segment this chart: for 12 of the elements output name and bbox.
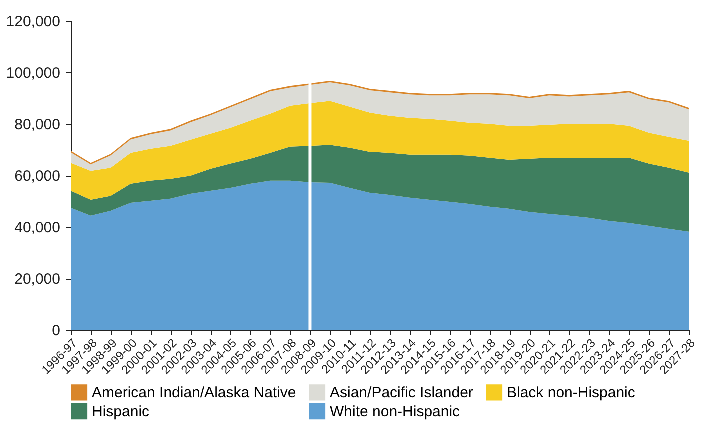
legend-label: White non-Hispanic [330, 404, 461, 420]
y-tick-label: 120,000 [6, 14, 60, 30]
y-tick-label: 60,000 [14, 168, 60, 185]
y-tick-label: 80,000 [14, 116, 60, 134]
y-tick-label: 100,000 [6, 65, 60, 82]
legend-label: Hispanic [92, 404, 150, 420]
y-tick-label: 20,000 [14, 271, 60, 288]
y-tick-label: 0 [52, 322, 60, 340]
legend-label: Black non-Hispanic [507, 384, 636, 402]
legend-label: Asian/Pacific Islander [330, 384, 474, 402]
y-tick-label: 40,000 [14, 220, 60, 236]
legend-label: American Indian/Alaska Native [92, 384, 296, 402]
